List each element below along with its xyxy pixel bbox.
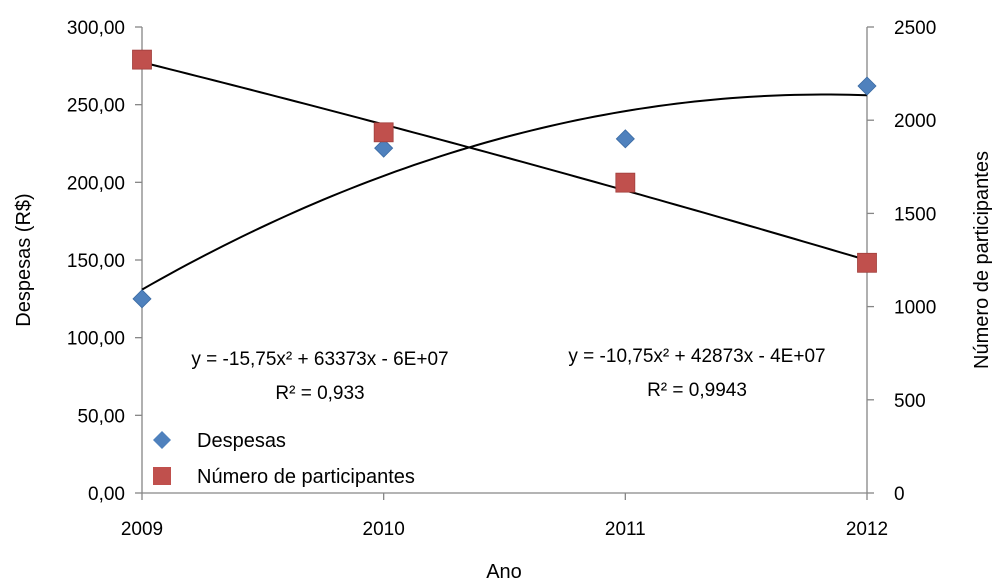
x-tick-label: 2010 bbox=[363, 519, 405, 540]
right-y-tick-label: 2500 bbox=[894, 18, 936, 39]
right-y-axis-title: Número de participantes bbox=[971, 151, 993, 369]
legend-item-despesas: Despesas bbox=[153, 430, 286, 452]
right-y-tick-label: 500 bbox=[894, 391, 926, 412]
markers bbox=[132, 49, 877, 309]
data-point-participantes bbox=[857, 252, 877, 273]
left-y-tick-label: 150,00 bbox=[67, 251, 125, 272]
data-point-despesas bbox=[857, 76, 877, 96]
x-tick-label: 2012 bbox=[846, 519, 888, 540]
x-axis-title: Ano bbox=[486, 561, 522, 583]
data-point-despesas bbox=[615, 129, 635, 149]
right-y-tick-label: 0 bbox=[894, 484, 905, 505]
data-point-despesas bbox=[132, 289, 152, 309]
right-y-tick-label: 1000 bbox=[894, 298, 936, 319]
plot-area: 2009 2010 2011 2012 0,00 50,00 100,00 150,00 200… bbox=[67, 18, 936, 540]
trendline-participantes bbox=[141, 61, 868, 262]
equation-despesas: y = -15,75x² + 63373x - 6E+07 bbox=[191, 349, 448, 370]
right-y-tick-label: 2000 bbox=[894, 111, 936, 132]
data-point-participantes bbox=[373, 122, 394, 143]
left-y-axis-title: Despesas (R$) bbox=[13, 193, 35, 326]
left-y-tick-label: 100,00 bbox=[67, 329, 125, 350]
data-point-despesas bbox=[374, 138, 394, 158]
r2-participantes: R² = 0,9943 bbox=[647, 380, 747, 401]
legend-label-despesas: Despesas bbox=[197, 430, 286, 452]
trendlines bbox=[141, 61, 868, 291]
x-tick-label: 2009 bbox=[121, 519, 163, 540]
r2-despesas: R² = 0,933 bbox=[275, 383, 364, 404]
left-y-tick-label: 50,00 bbox=[77, 406, 125, 427]
left-y-tick-label: 300,00 bbox=[67, 18, 125, 39]
right-y-tick-label: 1500 bbox=[894, 204, 936, 225]
data-point-participantes bbox=[615, 172, 636, 193]
trendline-despesas bbox=[141, 93, 868, 291]
x-tick-label: 2011 bbox=[605, 519, 646, 540]
legend-item-participantes: Número de participantes bbox=[153, 466, 415, 488]
legend: Despesas Número de participantes bbox=[153, 430, 415, 488]
ticks: 2009 2010 2011 2012 0,00 50,00 100,00 150,00 200… bbox=[67, 18, 936, 540]
data-point-participantes bbox=[132, 49, 152, 70]
left-y-tick-label: 200,00 bbox=[67, 173, 125, 194]
legend-marker-despesas bbox=[153, 431, 171, 449]
legend-label-participantes: Número de participantes bbox=[197, 466, 415, 488]
left-y-tick-label: 0,00 bbox=[88, 484, 125, 505]
left-y-tick-label: 250,00 bbox=[67, 96, 125, 117]
legend-marker-participantes bbox=[153, 467, 171, 485]
equation-participantes: y = -10,75x² + 42873x - 4E+07 bbox=[568, 346, 825, 367]
